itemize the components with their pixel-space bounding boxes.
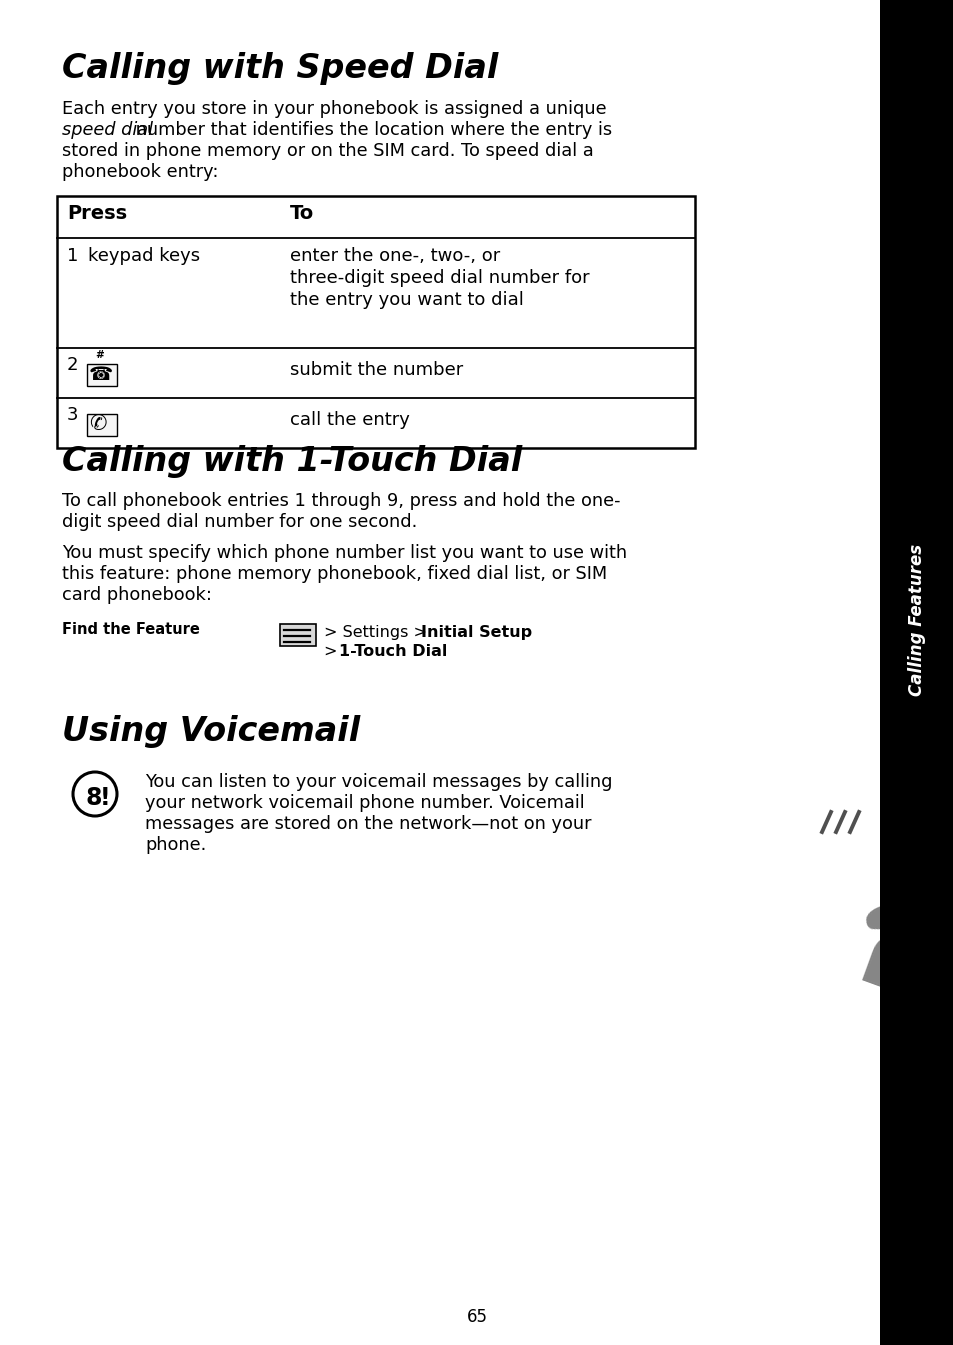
Text: enter the one-, two-, or: enter the one-, two-, or bbox=[290, 247, 499, 265]
Text: number that identifies the location where the entry is: number that identifies the location wher… bbox=[130, 121, 612, 139]
Bar bbox=[57, 196, 695, 448]
Text: Calling Features: Calling Features bbox=[907, 543, 925, 697]
Text: your network voicemail phone number. Voicemail: your network voicemail phone number. Voi… bbox=[145, 794, 584, 812]
Text: >: > bbox=[324, 644, 342, 659]
Text: messages are stored on the network—not on your: messages are stored on the network—not o… bbox=[145, 815, 591, 833]
Text: three-digit speed dial number for: three-digit speed dial number for bbox=[290, 269, 589, 286]
Text: phonebook entry:: phonebook entry: bbox=[62, 163, 218, 182]
Text: To: To bbox=[290, 204, 314, 223]
Text: 1-Touch Dial: 1-Touch Dial bbox=[338, 644, 447, 659]
Text: Each entry you store in your phonebook is assigned a unique: Each entry you store in your phonebook i… bbox=[62, 100, 606, 118]
Text: !: ! bbox=[100, 785, 111, 810]
Text: stored in phone memory or on the SIM card. To speed dial a: stored in phone memory or on the SIM car… bbox=[62, 143, 593, 160]
Bar bbox=[87, 364, 117, 386]
Bar bbox=[280, 624, 315, 646]
Bar bbox=[87, 414, 117, 436]
Text: 1: 1 bbox=[67, 247, 78, 265]
Text: phone.: phone. bbox=[145, 837, 206, 854]
Text: card phonebook:: card phonebook: bbox=[62, 586, 212, 604]
Text: 2: 2 bbox=[67, 356, 78, 374]
Text: Calling with 1-Touch Dial: Calling with 1-Touch Dial bbox=[62, 445, 521, 477]
Text: > Settings >: > Settings > bbox=[324, 625, 432, 640]
Text: To call phonebook entries 1 through 9, press and hold the one-: To call phonebook entries 1 through 9, p… bbox=[62, 492, 619, 510]
Text: You must specify which phone number list you want to use with: You must specify which phone number list… bbox=[62, 543, 626, 562]
Text: speed dial: speed dial bbox=[62, 121, 152, 139]
Text: the entry you want to dial: the entry you want to dial bbox=[290, 291, 523, 309]
Text: ✆: ✆ bbox=[89, 414, 107, 434]
Text: Using Voicemail: Using Voicemail bbox=[62, 716, 360, 748]
Text: digit speed dial number for one second.: digit speed dial number for one second. bbox=[62, 512, 416, 531]
Text: ☎: ☎ bbox=[827, 885, 953, 1052]
Bar bbox=[879, 0, 953, 1345]
Text: Press: Press bbox=[67, 204, 127, 223]
Text: keypad keys: keypad keys bbox=[88, 247, 200, 265]
Text: submit the number: submit the number bbox=[290, 360, 463, 379]
Text: ☎: ☎ bbox=[89, 364, 113, 385]
Text: 8: 8 bbox=[86, 785, 102, 810]
Text: call the entry: call the entry bbox=[290, 412, 410, 429]
Text: #: # bbox=[95, 350, 104, 360]
Text: 65: 65 bbox=[466, 1307, 487, 1326]
Text: this feature: phone memory phonebook, fixed dial list, or SIM: this feature: phone memory phonebook, fi… bbox=[62, 565, 606, 582]
Circle shape bbox=[73, 772, 117, 816]
Text: You can listen to your voicemail messages by calling: You can listen to your voicemail message… bbox=[145, 773, 612, 791]
Text: 3: 3 bbox=[67, 406, 78, 424]
Text: Find the Feature: Find the Feature bbox=[62, 621, 200, 638]
Text: Initial Setup: Initial Setup bbox=[420, 625, 532, 640]
Text: Calling with Speed Dial: Calling with Speed Dial bbox=[62, 52, 497, 85]
